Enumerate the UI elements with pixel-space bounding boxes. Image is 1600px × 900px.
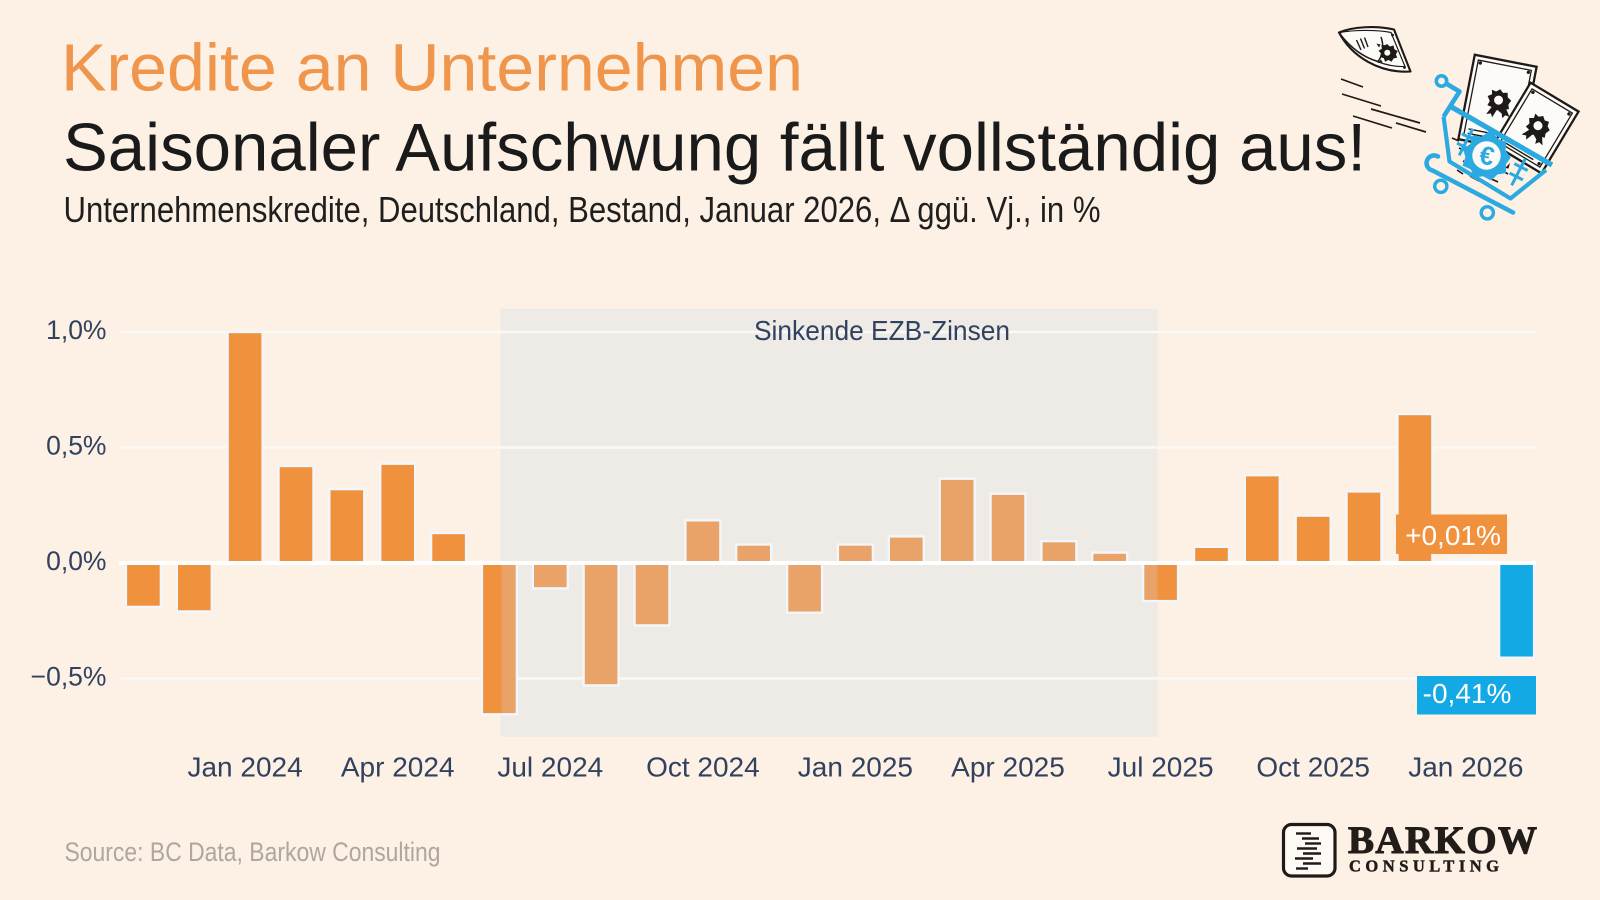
svg-text:0,0%: 0,0% <box>46 546 106 576</box>
svg-text:Jan 2026: Jan 2026 <box>1408 752 1523 783</box>
svg-text:Apr 2024: Apr 2024 <box>341 752 455 783</box>
svg-text:Oct 2025: Oct 2025 <box>1256 752 1370 783</box>
svg-text:Jan 2025: Jan 2025 <box>798 752 913 783</box>
svg-text:Saisonaler Aufschwung fällt vo: Saisonaler Aufschwung fällt vollständig … <box>63 110 1366 186</box>
svg-text:BARKOW: BARKOW <box>1348 819 1537 862</box>
svg-text:Jan 2024: Jan 2024 <box>187 752 302 783</box>
svg-text:Sinkende EZB-Zinsen: Sinkende EZB-Zinsen <box>754 315 1010 346</box>
svg-text:Apr 2025: Apr 2025 <box>951 752 1065 783</box>
svg-text:Unternehmenskredite, Deutschla: Unternehmenskredite, Deutschland, Bestan… <box>64 189 1101 230</box>
svg-text:Kredite an Unternehmen: Kredite an Unternehmen <box>61 31 803 106</box>
svg-text:CONSULTING: CONSULTING <box>1349 857 1499 876</box>
svg-text:1,0%: 1,0% <box>46 315 106 345</box>
svg-text:−0,5%: −0,5% <box>31 662 107 692</box>
svg-text:-0,41%: -0,41% <box>1423 678 1512 709</box>
svg-text:Source: BC Data, Barkow Consul: Source: BC Data, Barkow Consulting <box>65 837 441 867</box>
svg-text:0,5%: 0,5% <box>46 431 106 461</box>
svg-text:Oct 2024: Oct 2024 <box>646 752 760 783</box>
svg-text:+0,01%: +0,01% <box>1405 520 1501 551</box>
svg-text:€: € <box>1477 139 1497 171</box>
svg-text:Jul 2025: Jul 2025 <box>1108 752 1214 783</box>
svg-text:Jul 2024: Jul 2024 <box>497 752 603 783</box>
